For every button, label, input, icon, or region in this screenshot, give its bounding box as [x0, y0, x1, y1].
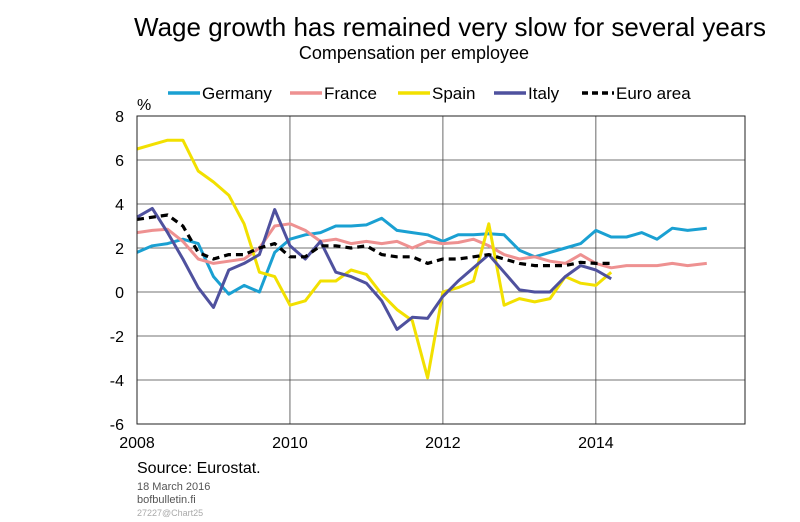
- y-tick-label: -6: [110, 417, 124, 434]
- y-tick-label: 8: [115, 109, 124, 126]
- plot-frame: [136, 115, 746, 425]
- legend-label: Germany: [202, 84, 272, 103]
- x-tick-label: 2012: [425, 435, 461, 452]
- y-tick-label: 2: [115, 241, 124, 258]
- series-line-france: [136, 222, 707, 270]
- source-note: Source: Eurostat.: [137, 460, 261, 477]
- legend-label: Euro area: [616, 84, 691, 103]
- y-axis-label: %: [137, 97, 151, 114]
- site-label: bofbulletin.fi: [137, 494, 196, 506]
- y-tick-label: -2: [110, 329, 124, 346]
- y-tick-label: 0: [115, 285, 124, 302]
- publication-date: 18 March 2016: [137, 481, 211, 493]
- x-tick-label: 2008: [119, 435, 155, 452]
- legend-label: Italy: [528, 84, 560, 103]
- series-line-italy: [136, 206, 612, 331]
- series-line-spain: [136, 138, 613, 380]
- x-tick-label: 2010: [272, 435, 308, 452]
- series-line-euro-area: [136, 213, 612, 268]
- chart-subtitle: Compensation per employee: [298, 43, 530, 63]
- legend: Germany France Spain Italy Euro area: [168, 84, 691, 103]
- legend-label: France: [324, 84, 377, 103]
- y-tick-label: 6: [115, 153, 124, 170]
- legend-label: Spain: [432, 84, 475, 103]
- chart-title: Wage growth has remained very slow for s…: [134, 12, 766, 42]
- y-tick-label: -4: [110, 373, 124, 390]
- y-tick-label: 4: [115, 197, 124, 214]
- chart-code: 27227@Chart25: [137, 508, 204, 518]
- series-line-germany: [136, 216, 707, 296]
- series-layer: [136, 138, 707, 380]
- x-tick-label: 2014: [578, 435, 614, 452]
- axes: 8 6 4 2 0 -2 -4 -6% 2008 2010 2012 2014: [110, 97, 746, 452]
